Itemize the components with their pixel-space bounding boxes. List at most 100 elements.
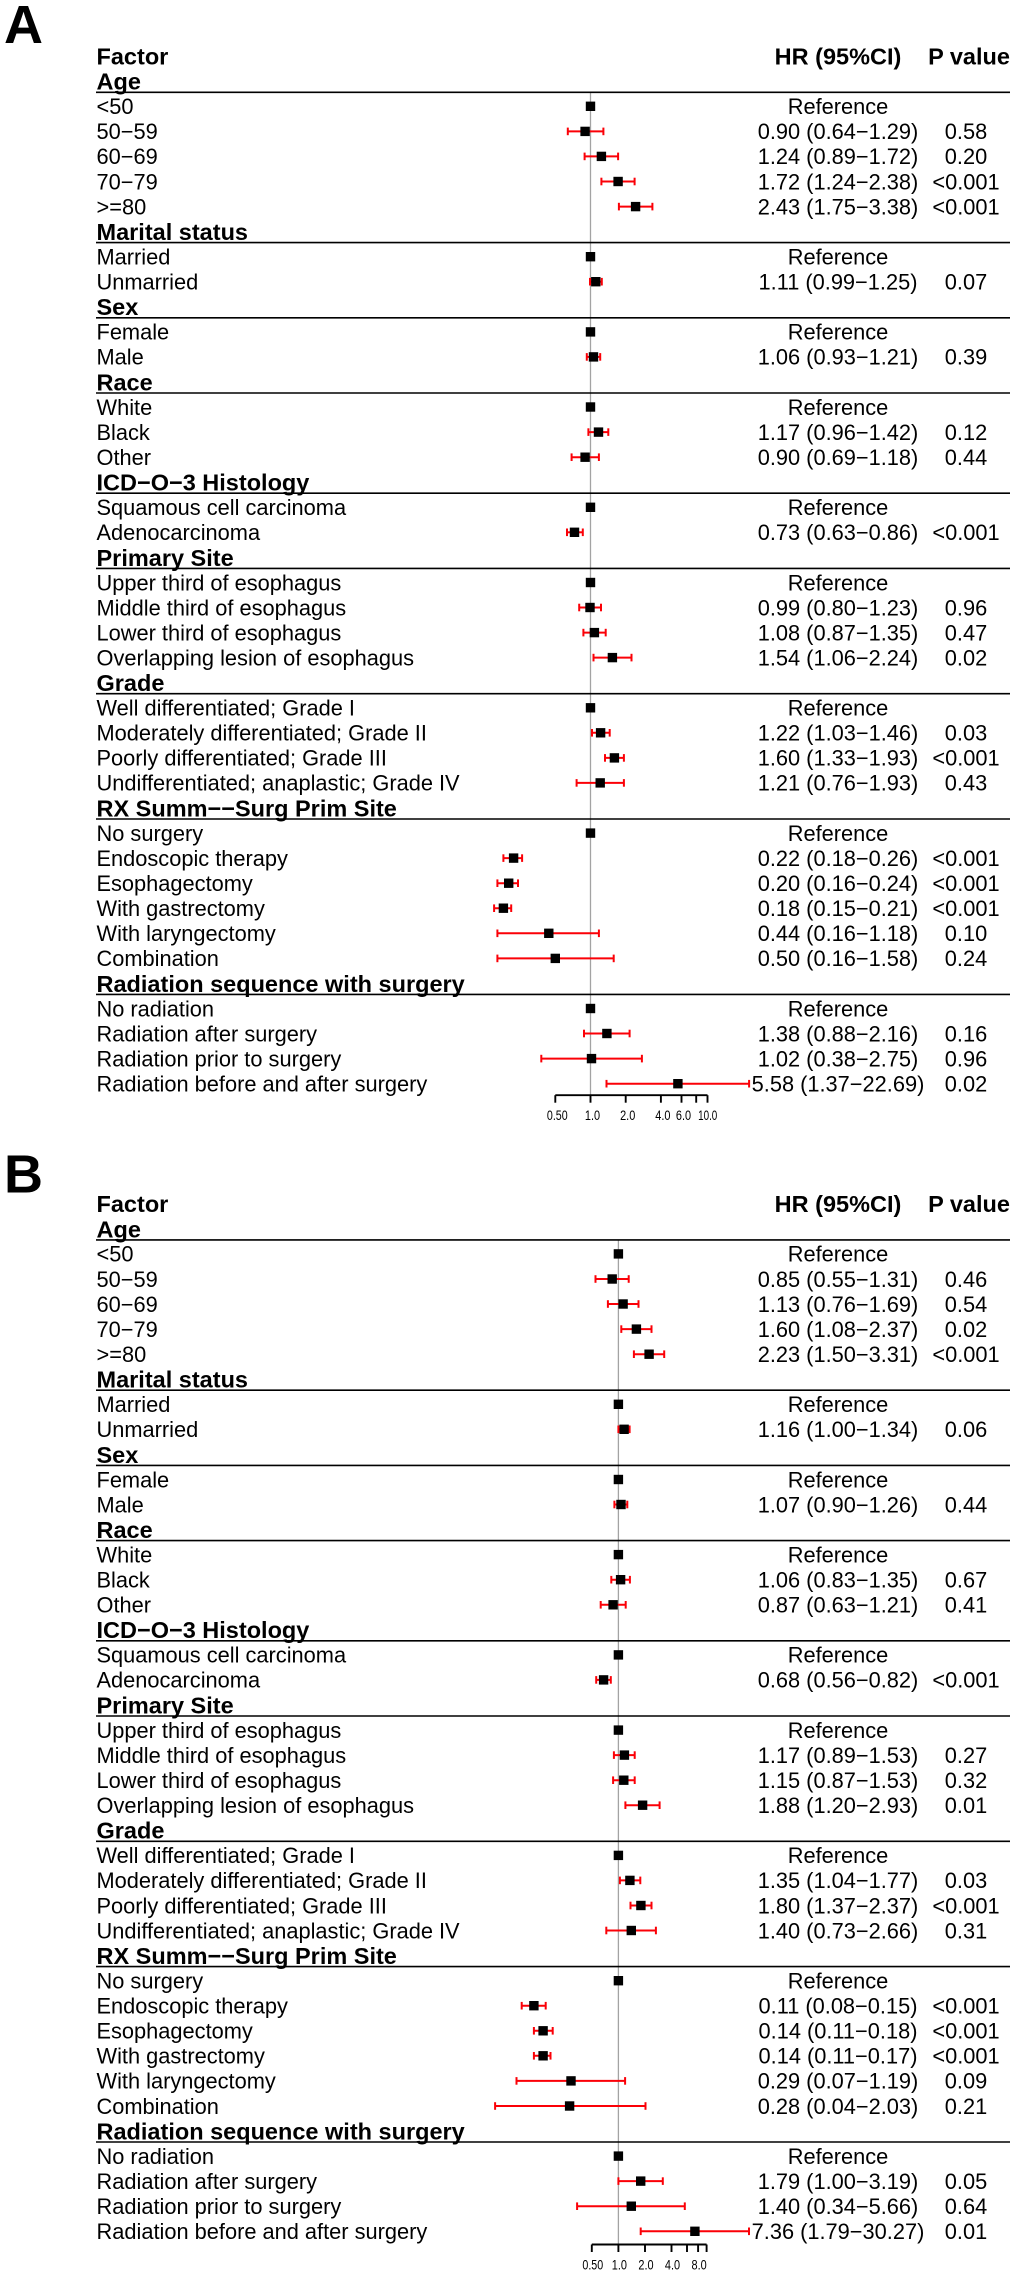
svg-text:<0.001: <0.001: [932, 846, 999, 871]
svg-text:Endoscopic therapy: Endoscopic therapy: [97, 846, 289, 871]
svg-text:Age: Age: [97, 1216, 141, 1242]
svg-text:70−79: 70−79: [97, 169, 158, 194]
svg-text:4.0: 4.0: [655, 1108, 670, 1123]
svg-text:1.54 (1.06−2.24): 1.54 (1.06−2.24): [758, 645, 919, 670]
svg-text:Reference: Reference: [788, 1843, 889, 1868]
svg-text:Reference: Reference: [788, 94, 889, 119]
svg-text:0.02: 0.02: [945, 645, 987, 670]
svg-text:0.68 (0.56−0.82): 0.68 (0.56−0.82): [758, 1668, 919, 1693]
svg-text:1.06 (0.83−1.35): 1.06 (0.83−1.35): [758, 1568, 919, 1593]
svg-text:White: White: [97, 395, 153, 420]
svg-text:Overlapping lesion of esophagu: Overlapping lesion of esophagus: [97, 645, 415, 670]
svg-text:Middle third of esophagus: Middle third of esophagus: [97, 595, 347, 620]
svg-text:RX Summ−−Surg Prim Site: RX Summ−−Surg Prim Site: [97, 795, 397, 821]
svg-text:Marital status: Marital status: [97, 1367, 249, 1393]
svg-text:B: B: [4, 1145, 43, 1205]
svg-text:Squamous cell carcinoma: Squamous cell carcinoma: [97, 1643, 347, 1668]
svg-text:1.0: 1.0: [612, 2258, 627, 2273]
svg-text:ICD−O−3 Histology: ICD−O−3 Histology: [97, 1617, 310, 1643]
svg-text:0.64: 0.64: [945, 2194, 987, 2219]
svg-text:HR (95%CI): HR (95%CI): [775, 1191, 902, 1217]
svg-text:<0.001: <0.001: [932, 520, 999, 545]
svg-text:Esophagectomy: Esophagectomy: [97, 2019, 253, 2044]
svg-text:Moderately differentiated; Gra: Moderately differentiated; Grade II: [97, 1868, 427, 1893]
svg-text:0.39: 0.39: [945, 345, 987, 370]
svg-text:Other: Other: [97, 445, 152, 470]
svg-text:0.14 (0.11−0.17): 0.14 (0.11−0.17): [759, 2044, 918, 2069]
svg-text:2.43 (1.75−3.38): 2.43 (1.75−3.38): [758, 194, 919, 219]
svg-text:<0.001: <0.001: [932, 2044, 999, 2069]
svg-text:HR (95%CI): HR (95%CI): [775, 44, 902, 70]
svg-text:Undifferentiated; anaplastic;: Undifferentiated; anaplastic; Grade IV: [97, 771, 461, 796]
svg-text:0.03: 0.03: [945, 1868, 987, 1893]
svg-text:Married: Married: [97, 245, 171, 270]
svg-text:Reference: Reference: [788, 2144, 889, 2169]
svg-text:Squamous cell carcinoma: Squamous cell carcinoma: [97, 495, 347, 520]
svg-text:1.88 (1.20−2.93): 1.88 (1.20−2.93): [758, 1793, 919, 1818]
svg-text:0.05: 0.05: [945, 2169, 987, 2194]
svg-text:0.46: 0.46: [945, 1267, 987, 1292]
svg-text:With laryngectomy: With laryngectomy: [97, 2069, 276, 2094]
svg-text:Race: Race: [97, 1517, 153, 1543]
svg-text:1.22 (1.03−1.46): 1.22 (1.03−1.46): [758, 721, 919, 746]
svg-text:1.60 (1.08−2.37): 1.60 (1.08−2.37): [758, 1317, 919, 1342]
svg-text:0.07: 0.07: [945, 270, 987, 295]
svg-text:0.11 (0.08−0.15): 0.11 (0.08−0.15): [759, 1994, 918, 2019]
svg-text:1.79 (1.00−3.19): 1.79 (1.00−3.19): [758, 2169, 919, 2194]
svg-text:0.12: 0.12: [945, 420, 987, 445]
svg-text:0.01: 0.01: [945, 2219, 987, 2244]
svg-text:0.31: 0.31: [945, 1918, 987, 1943]
svg-text:Reference: Reference: [788, 1969, 889, 1994]
svg-text:Combination: Combination: [97, 2094, 219, 2119]
svg-text:5.58 (1.37−22.69): 5.58 (1.37−22.69): [752, 1072, 925, 1097]
svg-text:Middle third of esophagus: Middle third of esophagus: [97, 1743, 347, 1768]
svg-text:1.40 (0.73−2.66): 1.40 (0.73−2.66): [758, 1918, 919, 1943]
svg-text:0.20: 0.20: [945, 144, 987, 169]
svg-text:Reference: Reference: [788, 1542, 889, 1567]
svg-text:2.0: 2.0: [638, 2258, 653, 2273]
svg-text:Grade: Grade: [97, 670, 165, 696]
svg-text:8.0: 8.0: [692, 2258, 707, 2273]
svg-text:A: A: [4, 0, 43, 55]
svg-text:Undifferentiated; anaplastic;: Undifferentiated; anaplastic; Grade IV: [97, 1918, 461, 1943]
svg-text:0.09: 0.09: [945, 2069, 987, 2094]
svg-text:With gastrectomy: With gastrectomy: [97, 2044, 265, 2069]
svg-text:Adenocarcinoma: Adenocarcinoma: [97, 520, 261, 545]
svg-text:0.43: 0.43: [945, 771, 987, 796]
svg-text:60−69: 60−69: [97, 144, 158, 169]
svg-text:Unmarried: Unmarried: [97, 1417, 199, 1442]
svg-text:4.0: 4.0: [665, 2258, 680, 2273]
svg-text:White: White: [97, 1542, 153, 1567]
svg-text:<0.001: <0.001: [932, 1994, 999, 2019]
svg-text:Other: Other: [97, 1593, 152, 1618]
svg-text:Endoscopic therapy: Endoscopic therapy: [97, 1994, 289, 2019]
svg-text:50−59: 50−59: [97, 1267, 158, 1292]
svg-text:0.85 (0.55−1.31): 0.85 (0.55−1.31): [758, 1267, 919, 1292]
svg-text:2.23 (1.50−3.31): 2.23 (1.50−3.31): [758, 1342, 919, 1367]
svg-text:0.01: 0.01: [945, 1793, 987, 1818]
svg-text:Reference: Reference: [788, 320, 889, 345]
svg-text:0.90 (0.64−1.29): 0.90 (0.64−1.29): [758, 119, 919, 144]
svg-text:0.50: 0.50: [547, 1108, 568, 1123]
svg-text:0.41: 0.41: [945, 1593, 987, 1618]
svg-text:1.24 (0.89−1.72): 1.24 (0.89−1.72): [758, 144, 919, 169]
svg-text:0.96: 0.96: [945, 595, 987, 620]
svg-text:0.14 (0.11−0.18): 0.14 (0.11−0.18): [759, 2019, 918, 2044]
svg-text:0.03: 0.03: [945, 721, 987, 746]
svg-text:1.17 (0.89−1.53): 1.17 (0.89−1.53): [758, 1743, 919, 1768]
svg-text:50−59: 50−59: [97, 119, 158, 144]
svg-text:0.73 (0.63−0.86): 0.73 (0.63−0.86): [758, 520, 919, 545]
svg-text:0.32: 0.32: [945, 1768, 987, 1793]
svg-text:With laryngectomy: With laryngectomy: [97, 921, 276, 946]
svg-text:Moderately differentiated; Gra: Moderately differentiated; Grade II: [97, 721, 427, 746]
svg-text:0.44: 0.44: [945, 1492, 987, 1517]
svg-text:0.90 (0.69−1.18): 0.90 (0.69−1.18): [758, 445, 919, 470]
svg-text:Sex: Sex: [97, 1442, 139, 1468]
svg-text:<0.001: <0.001: [932, 1668, 999, 1693]
svg-text:0.02: 0.02: [945, 1317, 987, 1342]
svg-text:Reference: Reference: [788, 1718, 889, 1743]
svg-text:Radiation before and after sur: Radiation before and after surgery: [97, 1072, 428, 1097]
svg-text:Grade: Grade: [97, 1818, 165, 1844]
svg-text:Primary Site: Primary Site: [97, 1692, 234, 1718]
svg-text:Factor: Factor: [97, 1191, 169, 1217]
